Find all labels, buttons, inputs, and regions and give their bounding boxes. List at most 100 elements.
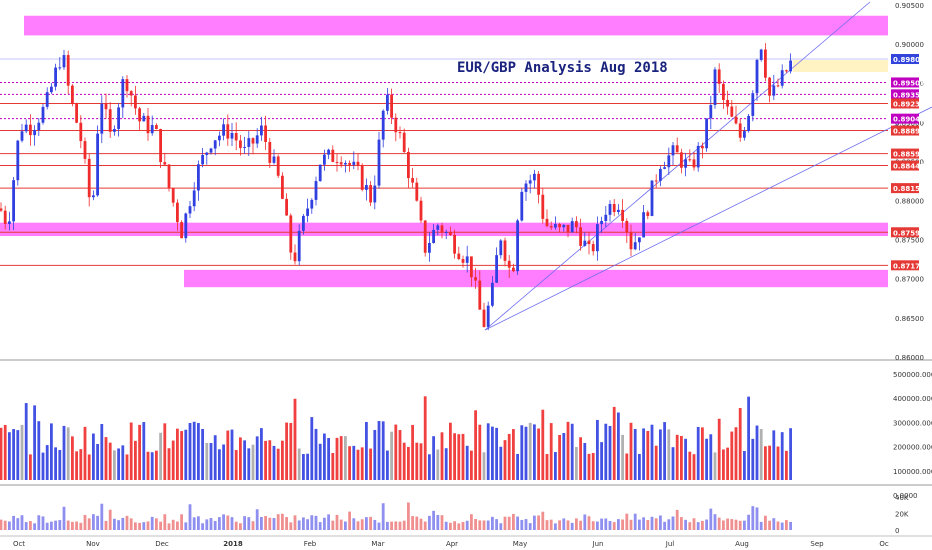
price-tick-label: 0.86000 (895, 354, 924, 362)
volume-bar (24, 403, 28, 480)
candle-body (310, 199, 314, 209)
candle-body (717, 69, 721, 84)
candle-body (566, 224, 570, 233)
candle-body (701, 145, 704, 149)
candle-body (503, 240, 507, 261)
indicator-bar (8, 521, 11, 530)
volume-tick-label: 300000.0000 (893, 419, 932, 427)
indicator-bar (512, 513, 515, 530)
level-label: 0.88891 (893, 128, 925, 136)
candle-body (264, 125, 267, 142)
volume-bar (373, 429, 377, 480)
volume-bar (533, 424, 536, 480)
indicator-bar (356, 521, 360, 530)
volume-bar (701, 427, 704, 480)
indicator-bar (142, 522, 146, 530)
volume-bar (150, 452, 154, 480)
volume-bar (692, 454, 696, 480)
indicator-bar (394, 521, 398, 530)
candle-body (41, 106, 45, 123)
candle-body (360, 165, 364, 190)
candle-body (335, 161, 339, 163)
indicator-bar (20, 515, 24, 530)
indicator-bar (747, 514, 750, 530)
indicator-bar (239, 523, 242, 530)
level-label: 0.88598 (893, 151, 925, 159)
volume-bar (780, 432, 784, 480)
volume-bar (108, 442, 112, 480)
indicator-bar (436, 514, 440, 530)
indicator-bar (423, 521, 427, 530)
volume-bar (579, 437, 582, 480)
candle-body (743, 131, 746, 138)
volume-bar (113, 450, 116, 480)
level-label-bg (891, 89, 919, 100)
indicator-bar (0, 519, 3, 530)
indicator-bar (453, 521, 456, 530)
indicator-bar (491, 516, 494, 530)
volume-bar (188, 423, 192, 480)
indicator-bar (218, 517, 221, 530)
candle-body (247, 138, 251, 147)
volume-bar (344, 436, 347, 480)
volume-bar (562, 433, 566, 480)
indicator-bar (75, 521, 78, 530)
candle-body (180, 222, 183, 239)
volume-bar (558, 434, 561, 480)
candle-body (638, 237, 641, 243)
time-tick-label: Oct (13, 540, 25, 548)
candle-body (764, 49, 767, 78)
indicator-bar (587, 516, 591, 530)
indicator-bar (331, 520, 335, 530)
candle-body (113, 128, 116, 132)
indicator-bar (440, 515, 444, 530)
candle-body (562, 224, 566, 228)
volume-bar (45, 445, 49, 480)
indicator-bar (629, 519, 633, 530)
candle-body (71, 85, 74, 104)
indicator-bar (100, 503, 104, 530)
indicator-bar (402, 520, 406, 530)
volume-bar (423, 396, 427, 480)
candle-body (352, 161, 356, 165)
indicator-bar (150, 516, 154, 530)
indicator-bar (268, 517, 272, 530)
volume-bar (772, 430, 776, 480)
indicator-bar (465, 520, 469, 530)
candle-body (512, 267, 515, 272)
candle-body (159, 128, 162, 163)
volume-bar (209, 443, 213, 480)
candle-body (419, 200, 423, 221)
indicator-bar (176, 521, 179, 530)
indicator-bar (726, 518, 729, 530)
volume-bar (50, 423, 53, 480)
indicator-bar (285, 517, 288, 530)
indicator-bar (71, 521, 74, 530)
indicator-bar (58, 520, 62, 530)
indicator-bar (197, 516, 200, 530)
candle-body (398, 132, 402, 134)
candle-body (575, 221, 578, 228)
candle-body (554, 223, 557, 228)
volume-bar (272, 445, 276, 480)
candle-body (108, 109, 112, 132)
volume-bar (503, 440, 507, 480)
indicator-bar (209, 518, 213, 530)
candle-body (772, 85, 776, 96)
indicator-bar (499, 523, 503, 530)
time-tick-label: May (513, 540, 527, 548)
indicator-bar (134, 522, 137, 530)
volume-bar (197, 423, 200, 480)
indicator-bar (297, 520, 301, 530)
indicator-bar (201, 523, 204, 530)
volume-bar (92, 433, 95, 480)
volume-bar (66, 427, 70, 480)
volume-bar (365, 421, 368, 480)
candle-body (470, 256, 473, 278)
candle-body (570, 221, 574, 233)
candle-body (268, 141, 272, 163)
indicator-bar (79, 522, 83, 530)
indicator-bar (772, 518, 776, 530)
volume-bar (16, 430, 20, 480)
candle-body (730, 106, 734, 117)
